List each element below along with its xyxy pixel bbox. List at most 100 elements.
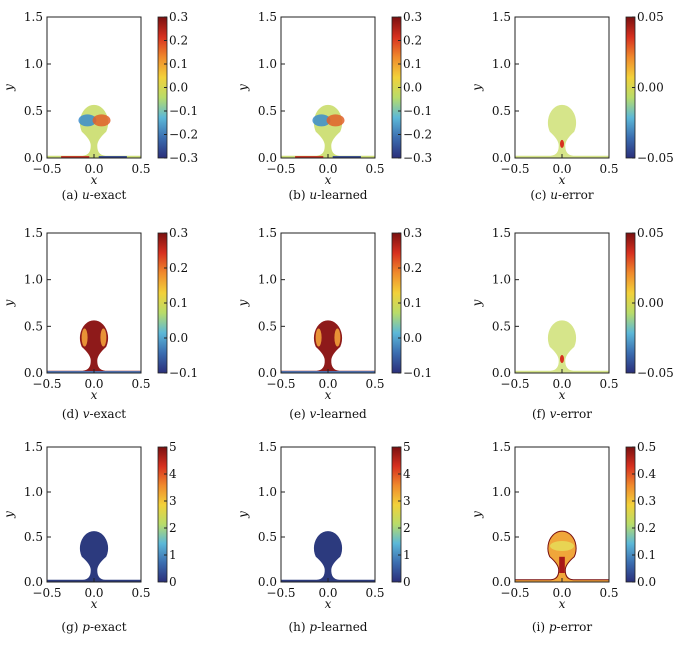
colorbar-tick-label: −0.1 (403, 104, 432, 118)
colorbar-tick-label: 0.1 (403, 57, 422, 71)
subplot-b: −0.5 0.0 0.50.00.51.01.5xy0.30.20.10.0−0.1… (236, 10, 432, 202)
colorbar-tick-label: 0 (169, 575, 177, 589)
droplet-field (514, 530, 610, 583)
x-tick-label: 0.5 (365, 586, 384, 600)
y-tick-label: 0.0 (258, 366, 277, 380)
caption-label: (h) (289, 620, 310, 634)
colorbar-tick-label: 0.2 (403, 261, 422, 275)
y-tick-label: 0.0 (24, 575, 43, 589)
caption-suffix: -exact (90, 620, 127, 634)
y-tick-label: 0.5 (258, 104, 277, 118)
x-tick-label: 0.0 (552, 586, 571, 600)
colorbar-tick-label: −0.1 (169, 104, 198, 118)
y-tick-label: 0.5 (492, 319, 511, 333)
y-tick-label: 0.0 (24, 151, 43, 165)
colorbar-tick-label: 0.5 (637, 440, 656, 454)
colorbar-tick-label: 0.0 (403, 331, 422, 345)
y-axis-label: y (236, 84, 250, 92)
colorbar-tick-label: 0.3 (169, 226, 188, 240)
colorbar (625, 446, 636, 583)
colorbar-tick-label: 0.1 (169, 296, 188, 310)
x-tick-label: 0.5 (365, 377, 384, 391)
x-tick-label: 0.5 (599, 377, 618, 391)
y-tick-label: 0.5 (492, 530, 511, 544)
subplot-c: −0.5 0.0 0.50.00.51.01.5xy0.050.00−0.05(c)… (470, 10, 674, 202)
y-tick-label: 1.0 (492, 485, 511, 499)
droplet-field (47, 531, 141, 582)
colorbar-tick-label: 2 (403, 521, 411, 535)
y-tick-label: 0.5 (492, 104, 511, 118)
caption-variable: v (310, 407, 317, 421)
y-tick-label: 0.0 (258, 575, 277, 589)
subplot-caption: (d) v-exact (62, 407, 126, 421)
colorbar-tick-label: 0.1 (169, 57, 188, 71)
x-tick-label: 0.0 (318, 377, 337, 391)
negative-region (312, 114, 331, 127)
y-tick-label: 1.0 (492, 57, 511, 71)
caption-label: (b) (289, 188, 310, 202)
neck-region (559, 556, 565, 573)
y-tick-label: 1.5 (492, 226, 511, 240)
x-tick-label: −0.5 (32, 586, 61, 600)
x-tick-label: −0.5 (32, 162, 61, 176)
y-tick-label: 1.0 (258, 57, 277, 71)
x-axis-label: x (325, 173, 332, 187)
y-tick-label: 0.5 (24, 319, 43, 333)
x-tick-label: −0.5 (500, 586, 529, 600)
caption-suffix: -learned (317, 620, 368, 634)
x-tick-label: 0.0 (552, 377, 571, 391)
y-tick-label: 1.5 (258, 440, 277, 454)
positive-region (92, 114, 111, 127)
caption-variable: p (549, 620, 557, 634)
caption-suffix: -error (556, 407, 592, 421)
y-axis-label: y (2, 84, 16, 92)
x-axis-label: x (325, 597, 332, 611)
x-tick-label: 0.0 (84, 377, 103, 391)
y-tick-label: 1.5 (24, 10, 43, 24)
subplot-caption: (b) u-learned (289, 188, 368, 202)
x-tick-label: 0.5 (131, 162, 150, 176)
y-tick-label: 0.5 (24, 530, 43, 544)
y-axis-label: y (236, 299, 250, 307)
caption-variable: u (550, 188, 558, 202)
colorbar-tick-label: −0.05 (637, 151, 674, 165)
colorbar-tick-label: −0.3 (403, 151, 432, 165)
subplot-i: −0.5 0.0 0.50.00.51.01.5xy0.50.40.30.20.10… (470, 440, 656, 634)
colorbar-tick-label: 0.1 (637, 548, 656, 562)
y-tick-label: 1.0 (24, 485, 43, 499)
caption-variable: u (309, 188, 317, 202)
caption-variable: u (82, 188, 90, 202)
x-axis-label: x (91, 597, 98, 611)
colorbar-tick-label: 3 (403, 494, 411, 508)
y-tick-label: 0.5 (24, 104, 43, 118)
colorbar-tick-label: 1 (403, 548, 411, 562)
y-tick-label: 1.5 (24, 226, 43, 240)
y-tick-label: 0.0 (492, 366, 511, 380)
caption-suffix: -exact (90, 407, 127, 421)
y-axis-label: y (2, 299, 16, 307)
caption-variable: p (309, 620, 317, 634)
y-tick-label: 1.0 (24, 57, 43, 71)
colorbar-tick-label: 0.2 (169, 34, 188, 48)
x-tick-label: −0.5 (500, 377, 529, 391)
caption-label: (d) (62, 407, 83, 421)
x-tick-label: 0.0 (318, 586, 337, 600)
caption-suffix: -error (558, 188, 594, 202)
subplot-f: −0.5 0.0 0.50.00.51.01.5xy0.050.00−0.05(f)… (470, 226, 674, 421)
x-tick-label: 0.0 (318, 162, 337, 176)
colorbar-tick-label: 5 (403, 440, 411, 454)
caption-suffix: -learned (316, 407, 367, 421)
caption-label: (c) (530, 188, 550, 202)
y-tick-label: 1.5 (24, 440, 43, 454)
colorbar-tick-label: 0.00 (637, 81, 664, 95)
subplot-a: −0.5 0.0 0.50.00.51.01.5xy0.30.20.10.0−0.1… (2, 10, 198, 202)
caption-variable: v (83, 407, 90, 421)
droplet-field (281, 531, 375, 582)
colorbar-tick-label: 5 (169, 440, 177, 454)
caption-suffix: -error (557, 620, 593, 634)
y-tick-label: 0.0 (492, 151, 511, 165)
y-axis-label: y (2, 511, 16, 519)
